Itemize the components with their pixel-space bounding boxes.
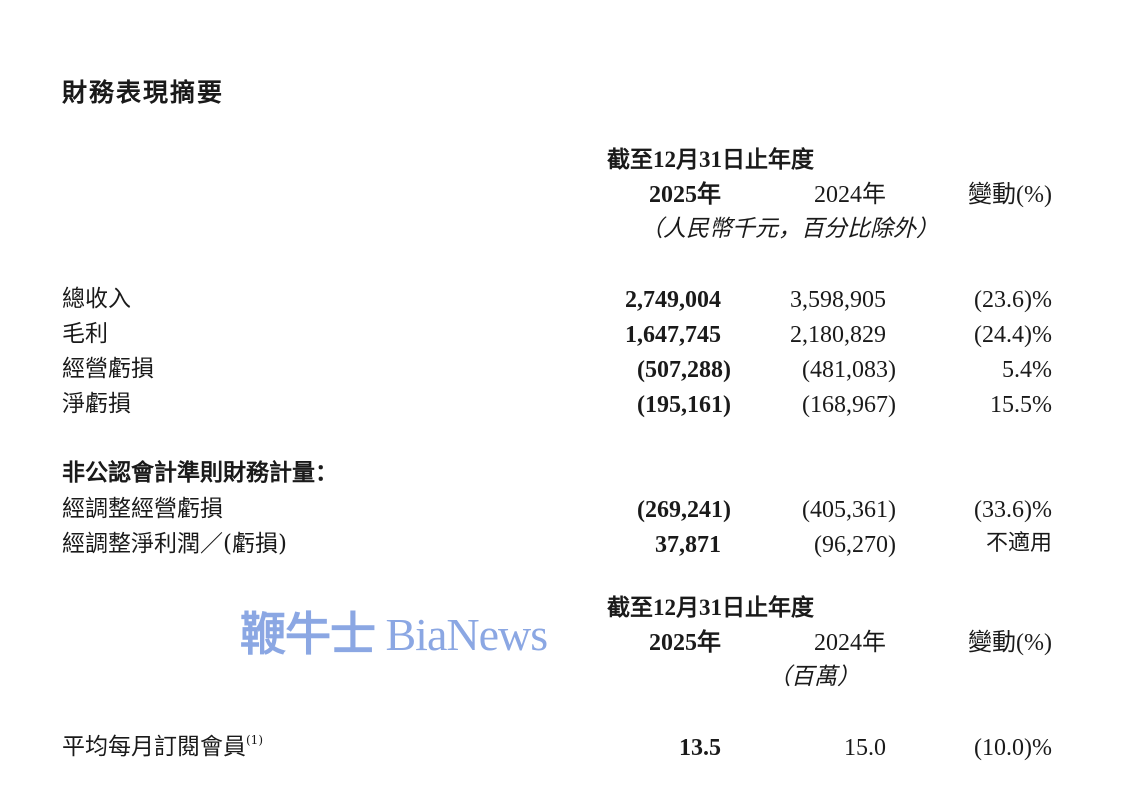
value-2025: 1,647,745	[625, 322, 721, 348]
col-2024-header: 2024年	[814, 630, 886, 656]
col-2025-header: 2025年	[649, 182, 721, 208]
row-label: 淨虧損	[62, 391, 131, 417]
value-2025: 2,749,004	[625, 287, 721, 313]
value-2024: (405,361)	[802, 497, 896, 523]
period-header: 截至12月31日止年度	[607, 595, 814, 620]
row-label: 經營虧損	[62, 356, 154, 382]
value-change: 不適用	[985, 531, 1052, 556]
col-2024-header: 2024年	[814, 182, 886, 208]
value-2025: (507,288)	[637, 357, 731, 383]
value-2024: (168,967)	[802, 392, 896, 418]
period-header: 截至12月31日止年度	[607, 147, 814, 172]
value-2024: 3,598,905	[790, 287, 886, 313]
page-title: 財務表現摘要	[62, 78, 225, 107]
row-label: 平均每月訂閱會員(1)	[62, 733, 263, 760]
non-gaap-heading: 非公認會計準則財務計量：	[62, 460, 338, 486]
value-change: 5.4%	[1002, 357, 1052, 383]
value-change: (23.6)%	[974, 287, 1052, 313]
value-change: (33.6)%	[974, 497, 1052, 523]
watermark-cn: 鞭牛士	[240, 609, 376, 660]
value-2024: 15.0	[844, 735, 886, 761]
unit-note: （百萬）	[768, 664, 860, 690]
watermark-logo: 鞭牛士 BiaNews	[240, 609, 549, 660]
value-change: (24.4)%	[974, 322, 1052, 348]
value-2024: (96,270)	[814, 532, 896, 558]
row-label: 經調整經營虧損	[62, 496, 223, 522]
value-2025: (195,161)	[637, 392, 731, 418]
watermark-en: BiaNews	[385, 609, 549, 660]
col-2025-header: 2025年	[649, 630, 721, 656]
value-2025: (269,241)	[637, 497, 731, 523]
value-change: 15.5%	[990, 392, 1052, 418]
value-change: (10.0)%	[974, 735, 1052, 761]
value-2024: 2,180,829	[790, 322, 886, 348]
row-label: 經調整淨利潤／(虧損)	[62, 531, 287, 557]
footnote-marker: (1)	[246, 733, 263, 747]
row-label-text: 平均每月訂閱會員	[62, 734, 246, 760]
value-2025: 13.5	[679, 735, 721, 761]
row-label: 總收入	[62, 286, 131, 312]
col-change-header: 變動(%)	[968, 630, 1052, 656]
value-2025: 37,871	[655, 532, 721, 558]
unit-note: （人民幣千元，百分比除外）	[640, 216, 939, 242]
row-label: 毛利	[62, 321, 108, 347]
col-change-header: 變動(%)	[968, 182, 1052, 208]
value-2024: (481,083)	[802, 357, 896, 383]
